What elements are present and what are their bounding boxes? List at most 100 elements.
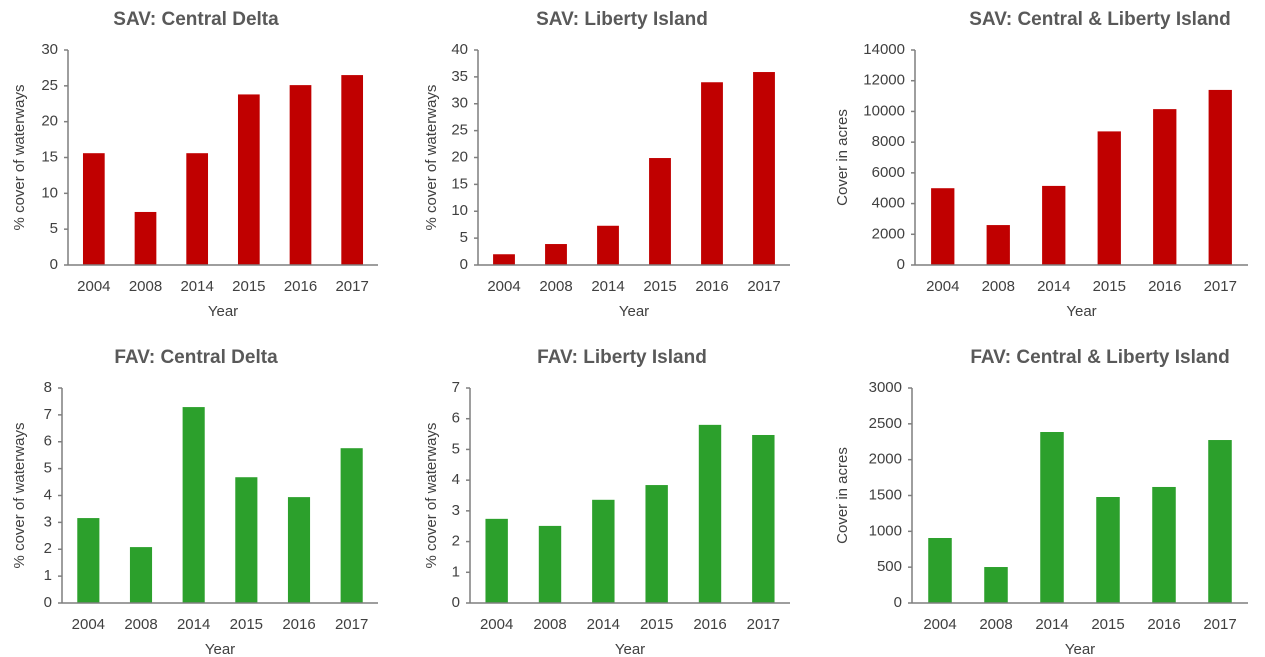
x-tick-label: 2016 xyxy=(1147,616,1180,633)
x-tick-label: 2016 xyxy=(1148,278,1181,295)
y-tick-label: 4000 xyxy=(872,195,905,212)
x-tick-label: 2015 xyxy=(1091,616,1124,633)
bar xyxy=(928,537,952,603)
x-tick-label: 2014 xyxy=(180,278,213,295)
x-tick-label: 2008 xyxy=(124,616,157,633)
bar xyxy=(237,94,260,265)
x-tick-label: 2014 xyxy=(1037,278,1070,295)
y-tick-label: 2000 xyxy=(872,225,905,242)
y-axis-label: % cover of waterways xyxy=(11,423,28,569)
bar xyxy=(645,485,668,603)
chart-title: FAV: Central Delta xyxy=(114,347,278,368)
y-tick-label: 4 xyxy=(44,486,52,503)
bar xyxy=(493,254,515,265)
x-tick-label: 2017 xyxy=(1204,278,1237,295)
y-axis-label: Cover in acres xyxy=(834,447,851,544)
bar xyxy=(752,434,775,603)
x-tick-label: 2016 xyxy=(693,616,726,633)
x-tick-label: 2015 xyxy=(232,278,265,295)
x-tick-label: 2004 xyxy=(926,278,959,295)
y-tick-label: 0 xyxy=(44,594,52,611)
bar xyxy=(1096,497,1120,603)
bar xyxy=(1040,432,1064,603)
bar xyxy=(649,158,671,265)
x-tick-label: 2015 xyxy=(640,616,673,633)
x-tick-label: 2015 xyxy=(1093,278,1126,295)
x-tick-label: 2014 xyxy=(177,616,210,633)
y-tick-label: 10 xyxy=(41,184,58,201)
y-tick-label: 5 xyxy=(452,440,460,457)
y-tick-label: 6 xyxy=(44,433,52,450)
y-tick-label: 30 xyxy=(41,41,58,58)
bar xyxy=(698,424,722,603)
bar xyxy=(753,72,775,265)
x-tick-label: 2004 xyxy=(77,278,110,295)
x-axis-label: Year xyxy=(1065,641,1095,657)
x-tick-label: 2008 xyxy=(982,278,1015,295)
y-tick-label: 5 xyxy=(460,229,468,246)
y-tick-label: 20 xyxy=(41,113,58,130)
y-tick-label: 6000 xyxy=(872,164,905,181)
bar xyxy=(597,225,619,265)
y-tick-label: 2 xyxy=(44,540,52,557)
chart-title: FAV: Central & Liberty Island xyxy=(970,347,1229,368)
y-tick-label: 12000 xyxy=(863,72,905,89)
y-tick-label: 40 xyxy=(451,41,468,58)
y-axis-label: % cover of waterways xyxy=(11,85,28,231)
y-tick-label: 5 xyxy=(44,460,52,477)
y-tick-label: 25 xyxy=(451,122,468,139)
y-tick-label: 1000 xyxy=(869,522,902,539)
bar xyxy=(182,407,205,603)
x-tick-label: 2004 xyxy=(923,616,956,633)
y-tick-label: 8000 xyxy=(872,133,905,150)
y-tick-label: 15 xyxy=(41,148,58,165)
chart-title: SAV: Liberty Island xyxy=(536,9,708,30)
bar xyxy=(289,85,312,265)
bar xyxy=(592,499,615,603)
bar xyxy=(984,567,1008,603)
y-tick-label: 0 xyxy=(897,256,905,273)
y-tick-label: 0 xyxy=(460,256,468,273)
y-tick-label: 0 xyxy=(894,594,902,611)
y-tick-label: 3000 xyxy=(869,379,902,396)
x-axis-label: Year xyxy=(619,303,649,320)
y-tick-label: 2000 xyxy=(869,451,902,468)
bar xyxy=(340,448,363,603)
bar xyxy=(485,518,508,603)
y-tick-label: 500 xyxy=(877,558,902,575)
x-tick-label: 2016 xyxy=(282,616,315,633)
y-tick-label: 14000 xyxy=(863,41,905,58)
y-tick-label: 2500 xyxy=(869,415,902,432)
y-tick-label: 5 xyxy=(50,220,58,237)
chart-title: FAV: Liberty Island xyxy=(537,347,707,368)
y-tick-label: 10000 xyxy=(863,102,905,119)
bar xyxy=(341,75,364,265)
bar xyxy=(1208,89,1232,265)
x-tick-label: 2017 xyxy=(1203,616,1236,633)
x-tick-label: 2004 xyxy=(72,616,105,633)
bar xyxy=(931,188,955,265)
y-tick-label: 1 xyxy=(44,567,52,584)
bar xyxy=(186,153,209,265)
bar xyxy=(235,477,258,603)
y-tick-label: 35 xyxy=(451,68,468,85)
x-tick-label: 2008 xyxy=(533,616,566,633)
x-tick-label: 2016 xyxy=(695,278,728,295)
bar xyxy=(134,211,157,265)
y-tick-label: 7 xyxy=(452,379,460,396)
y-axis-label: Cover in acres xyxy=(834,109,851,206)
bar xyxy=(1097,131,1121,265)
x-tick-label: 2008 xyxy=(979,616,1012,633)
y-tick-label: 1500 xyxy=(869,486,902,503)
bar xyxy=(1153,109,1177,265)
y-tick-label: 6 xyxy=(452,410,460,427)
x-tick-label: 2014 xyxy=(587,616,620,633)
y-tick-label: 7 xyxy=(44,406,52,423)
chart-title: SAV: Central & Liberty Island xyxy=(969,9,1230,30)
y-tick-label: 20 xyxy=(451,148,468,165)
y-tick-label: 4 xyxy=(452,471,460,488)
x-tick-label: 2008 xyxy=(129,278,162,295)
x-tick-label: 2004 xyxy=(480,616,513,633)
x-tick-label: 2015 xyxy=(643,278,676,295)
